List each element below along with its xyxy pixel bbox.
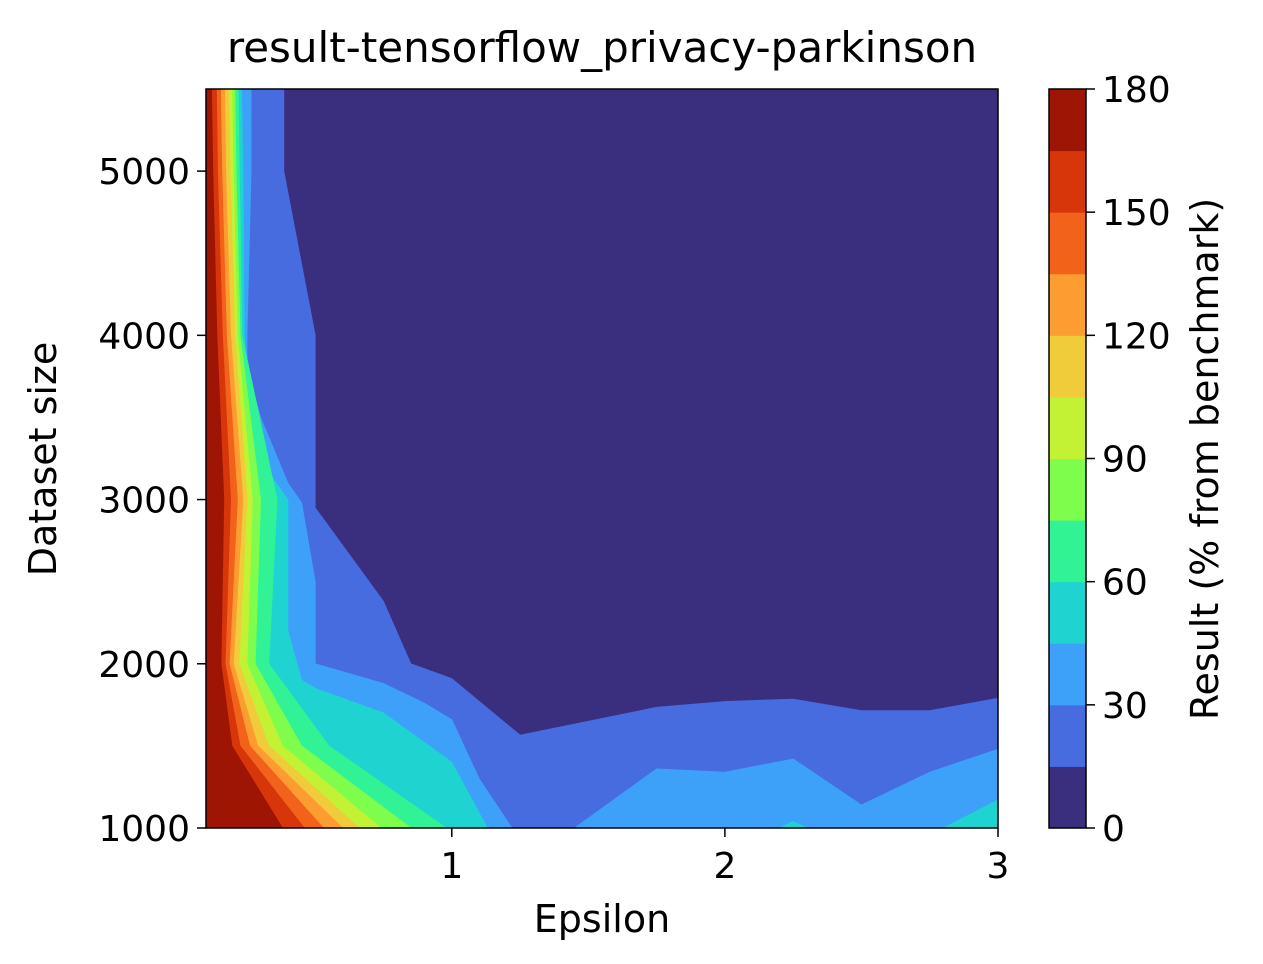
x-axis-ticks: 1 2 3 [440, 828, 1009, 887]
x-tick-label: 2 [713, 846, 736, 887]
y-tick-label: 3000 [98, 481, 190, 522]
colorbar-segment [1049, 643, 1086, 706]
colorbar-segment [1049, 704, 1086, 767]
x-axis-label: Epsilon [534, 897, 670, 941]
colorbar-segment [1049, 89, 1086, 152]
contour-band-0 [206, 89, 998, 828]
colorbar-segment [1049, 273, 1086, 336]
colorbar-segment [1049, 581, 1086, 644]
colorbar-label: Result (% from benchmark) [1183, 198, 1227, 720]
contour-band-45-patch-2 [779, 820, 807, 828]
colorbar-tick-label: 0 [1102, 809, 1125, 850]
contour-band-30-patch [574, 748, 998, 828]
x-tick-label: 3 [987, 846, 1010, 887]
contour-bands [206, 89, 998, 828]
colorbar-tick-label: 30 [1102, 686, 1148, 727]
plot-area [206, 89, 998, 828]
colorbar [1049, 89, 1086, 829]
contour-band-45 [206, 89, 488, 828]
y-tick-label: 1000 [98, 809, 190, 850]
colorbar-segment [1049, 458, 1086, 521]
contour-band-45-patch [943, 799, 998, 828]
y-axis-ticks: 1000 2000 3000 4000 5000 [98, 152, 206, 850]
colorbar-tick-label: 150 [1102, 193, 1171, 234]
colorbar-segment [1049, 396, 1086, 459]
colorbar-segment [1049, 212, 1086, 275]
y-tick-label: 4000 [98, 316, 190, 357]
colorbar-segment [1049, 150, 1086, 213]
colorbar-segment [1049, 520, 1086, 583]
chart-title: result-tensorflow_privacy-parkinson [227, 23, 977, 72]
colorbar-segment [1049, 766, 1086, 829]
y-tick-label: 5000 [98, 152, 190, 193]
contour-band-60 [206, 89, 447, 828]
colorbar-tick-label: 90 [1102, 440, 1148, 481]
colorbar-tick-label: 120 [1102, 316, 1171, 357]
contour-band-165-wedge [206, 663, 251, 828]
colorbar-ticks: 0 30 60 90 120 150 180 [1086, 70, 1171, 850]
plot-frame [205, 88, 999, 829]
colorbar-tick-label: 180 [1102, 70, 1171, 111]
colorbar-tick-label: 60 [1102, 563, 1148, 604]
y-axis-label: Dataset size [21, 342, 65, 577]
colorbar-segment [1049, 335, 1086, 398]
y-tick-label: 2000 [98, 645, 190, 686]
x-tick-label: 1 [440, 846, 463, 887]
